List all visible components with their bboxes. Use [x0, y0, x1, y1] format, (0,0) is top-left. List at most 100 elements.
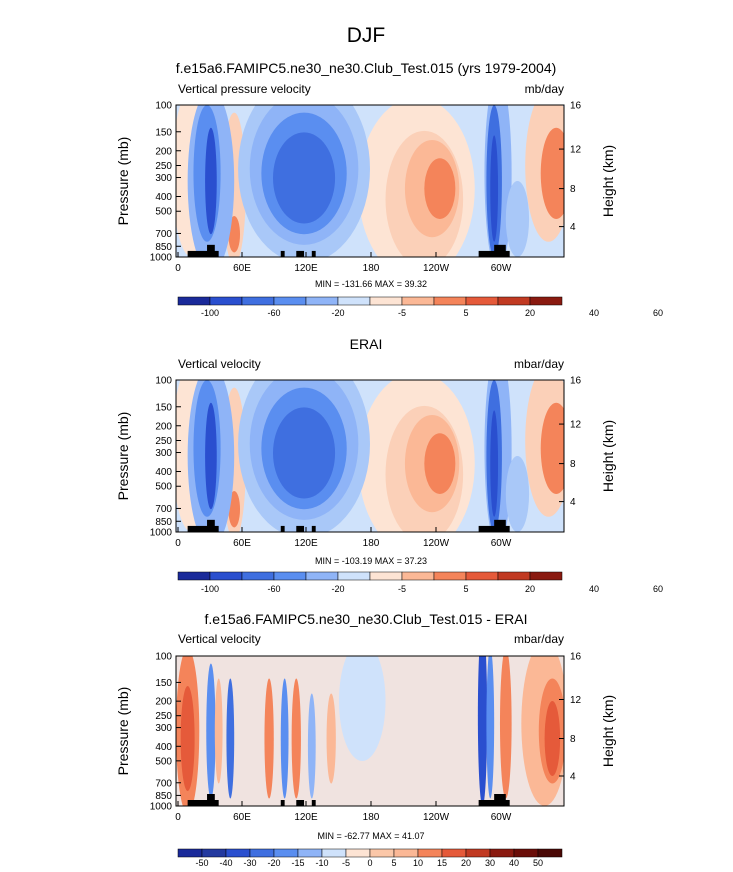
y-tick-label: 200 [155, 421, 172, 432]
stats-label: MIN = -103.19 MAX = 37.23 [315, 556, 427, 566]
x-tick-label: 120E [294, 263, 318, 274]
plot-frame [175, 104, 565, 258]
panel-left-label: Vertical velocity [178, 357, 261, 371]
colorbar-label: 60 [653, 308, 663, 318]
y-tick-label: 200 [155, 697, 172, 708]
y-right-tick-label: 4 [570, 497, 576, 508]
colorbar-swatch [401, 296, 435, 306]
x-tick-label: 60E [233, 538, 251, 549]
colorbar-swatch [297, 848, 323, 858]
colorbar-swatch [273, 296, 307, 306]
colorbar-label: 5 [463, 584, 468, 594]
topography [207, 519, 215, 532]
y-tick-label: 300 [155, 723, 172, 734]
panel-units-label: mb/day [525, 82, 564, 96]
y-tick-label: 300 [155, 448, 172, 459]
x-tick-label: 120W [423, 538, 450, 549]
y-right-tick-label: 16 [570, 652, 582, 663]
colorbar-swatch [417, 848, 443, 858]
colorbar-label: -20 [267, 858, 280, 868]
y-axis-title: Pressure (mb) [115, 412, 131, 501]
topography [296, 250, 305, 257]
y-tick-label: 250 [155, 436, 172, 447]
colorbar-swatch [273, 848, 299, 858]
colorbar-swatch [465, 296, 499, 306]
x-tick-label: 60W [491, 538, 512, 549]
topography [311, 800, 316, 806]
x-tick-label: 0 [175, 812, 181, 823]
colorbar-swatch [305, 571, 339, 581]
colorbar-swatch [241, 296, 275, 306]
y-right-tick-label: 16 [570, 376, 582, 387]
x-tick-label: 0 [175, 263, 181, 274]
colorbar-label: 5 [391, 858, 396, 868]
y-tick-label: 500 [155, 207, 172, 218]
x-tick-label: 120W [423, 812, 450, 823]
y-tick-label: 700 [155, 229, 172, 240]
panel-3: f.e15a6.FAMIPC5.ne30_ne30.Club_Test.015 … [115, 611, 616, 868]
x-tick-label: 120E [294, 812, 318, 823]
colorbar-swatch [441, 848, 467, 858]
topography [187, 250, 219, 257]
y-right-axis-title: Height (km) [600, 695, 616, 767]
colorbar-swatch [465, 571, 499, 581]
y-tick-label: 250 [155, 711, 172, 722]
y-tick-label: 1000 [150, 528, 173, 539]
x-tick-label: 120W [423, 263, 450, 274]
colorbar-swatch [225, 848, 251, 858]
panel-title: f.e15a6.FAMIPC5.ne30_ne30.Club_Test.015 … [205, 611, 528, 627]
y-tick-label: 300 [155, 173, 172, 184]
colorbar-swatch [497, 296, 531, 306]
stats-label: MIN = -131.66 MAX = 39.32 [315, 279, 427, 289]
colorbar-label: -60 [267, 584, 280, 594]
y-tick-label: 850 [155, 242, 172, 253]
panel-1: f.e15a6.FAMIPC5.ne30_ne30.Club_Test.015 … [115, 60, 663, 318]
colorbar-label: -10 [315, 858, 328, 868]
colorbar-label: -30 [243, 858, 256, 868]
colorbar-label: 40 [589, 308, 599, 318]
colorbar-swatch [433, 571, 467, 581]
y-right-axis-title: Height (km) [600, 145, 616, 217]
panel-left-label: Vertical pressure velocity [178, 82, 311, 96]
y-tick-label: 200 [155, 146, 172, 157]
colorbar-label: -20 [331, 584, 344, 594]
colorbar-label: 0 [367, 858, 372, 868]
topography [187, 525, 219, 532]
panel-title: f.e15a6.FAMIPC5.ne30_ne30.Club_Test.015 … [176, 60, 557, 76]
colorbar-label: 50 [533, 858, 543, 868]
panel-units-label: mbar/day [514, 357, 564, 371]
topography [311, 525, 316, 532]
y-right-tick-label: 8 [570, 184, 576, 195]
colorbar-swatch [201, 848, 227, 858]
colorbar-label: -5 [398, 308, 406, 318]
colorbar-label: -5 [398, 584, 406, 594]
colorbar-label: 60 [653, 584, 663, 594]
y-tick-label: 150 [155, 127, 172, 138]
colorbar-swatch [321, 848, 347, 858]
panel-title: ERAI [350, 336, 383, 352]
x-tick-label: 180 [363, 263, 380, 274]
topography [494, 519, 506, 532]
y-tick-label: 850 [155, 517, 172, 528]
colorbar-swatch [209, 296, 243, 306]
y-tick-label: 150 [155, 402, 172, 413]
colorbar-label: 10 [413, 858, 423, 868]
y-right-tick-label: 12 [570, 420, 582, 431]
colorbar-label: 30 [485, 858, 495, 868]
colorbar-swatch [177, 571, 211, 581]
y-tick-label: 150 [155, 678, 172, 689]
panel-units-label: mbar/day [514, 632, 564, 646]
topography [280, 250, 285, 257]
colorbar-swatch [513, 848, 539, 858]
topography [280, 525, 285, 532]
y-tick-label: 400 [155, 192, 172, 203]
colorbar-swatch [489, 848, 515, 858]
colorbar-swatch [465, 848, 491, 858]
colorbar-swatch [529, 571, 563, 581]
x-tick-label: 120E [294, 538, 318, 549]
colorbar-label: -50 [195, 858, 208, 868]
stats-label: MIN = -62.77 MAX = 41.07 [317, 831, 424, 841]
y-tick-label: 700 [155, 504, 172, 515]
colorbar-swatch [209, 571, 243, 581]
